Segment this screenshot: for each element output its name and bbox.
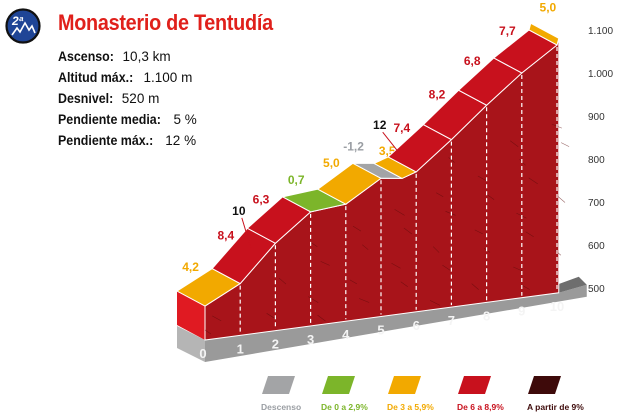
gradient-label: 5,0 [323,156,340,170]
category-badge: 2ª [5,8,41,49]
km-tick-label: 3 [307,332,314,347]
texture-mark [429,300,441,306]
elevation-tick-label: 500 [588,284,605,295]
legend-swatch [322,376,355,394]
km-tick-label: 9 [518,304,525,319]
elevation-tick-label: 1.000 [588,69,613,80]
texture-mark [320,261,330,266]
gradient-label: 7,7 [499,24,516,38]
texture-mark [349,279,358,285]
stat-ascenso: Ascenso: 10,3 km [58,49,171,64]
gradient-label: 8,2 [429,87,446,101]
profile-side-face [177,291,205,340]
texture-mark [432,246,440,253]
category-label: 2ª [11,14,24,28]
gradient-label: 6,8 [464,54,481,68]
km-tick-label: 2 [272,337,279,352]
texture-mark [560,142,570,147]
gradient-label: 5,0 [540,1,557,15]
legend-label: Descenso [261,402,301,412]
base-slab-side [177,326,205,362]
max-gradient-label: 12 [373,118,387,132]
texture-mark [362,244,369,250]
texture-mark [474,229,483,235]
page-title: Monasterio de Tentudía [58,10,273,35]
base-slab-front [205,284,587,362]
km-tick-label: 8 [483,308,490,323]
legend-label: De 0 a 2,9% [321,402,368,412]
km-tick-label: 0 [199,346,206,361]
legend-label: A partir de 9% [527,402,584,412]
texture-mark [403,227,413,235]
legend-swatch [262,376,295,394]
km-tick-label: 1 [237,341,244,356]
gradient-label: 8,4 [217,228,234,242]
elevation-tick-label: 700 [588,198,605,209]
mountain-category-icon: 2ª [5,8,41,44]
texture-mark [352,225,362,232]
texture-mark [212,315,222,322]
texture-mark [522,285,530,290]
texture-mark [317,314,326,322]
texture-mark [519,159,526,166]
max-gradient-leader [382,131,407,162]
stat-pendiente-media: Pendiente media: 5 % [58,112,197,127]
texture-mark [513,266,523,272]
legend-swatch [458,376,491,394]
gradient-label: 4,2 [182,260,199,274]
stat-desnivel: Desnivel: 520 m [58,91,160,106]
gradient-label: 0,7 [288,173,305,187]
legend-label: De 6 a 8,9% [457,402,504,412]
texture-mark [445,211,456,216]
elevation-tick-label: 1.100 [588,26,613,37]
base-slab-top [556,276,587,293]
legend-label: De 3 a 5,9% [387,402,434,412]
legend-swatch [388,376,421,394]
elevation-tick-label: 600 [588,241,605,252]
km-tick-label: 5 [377,323,384,338]
stat-pendiente-max: Pendiente máx.: 12 % [58,133,197,148]
texture-mark [448,157,455,163]
texture-mark [557,196,566,203]
km-tick-label: 4 [342,327,350,342]
texture-mark [308,296,319,303]
km-tick-label: 10 [550,299,564,314]
texture-mark [510,140,519,148]
texture-mark [204,329,212,335]
texture-mark [486,194,495,200]
texture-mark [391,262,401,269]
km-tick-label: 7 [448,313,455,328]
km-tick-label: 6 [413,318,420,333]
segment-top-face [528,22,560,46]
texture-mark [525,231,534,237]
texture-mark [528,177,538,185]
elevation-tick-label: 900 [588,112,605,123]
texture-mark [278,277,287,285]
texture-mark [359,298,370,303]
max-gradient-leader [241,217,252,248]
texture-mark [477,175,487,182]
gradient-label: 6,3 [253,193,270,207]
texture-mark [436,192,444,197]
climb-stats: Ascenso: 10,3 km Altitud máx.: 1.100 m D… [58,46,197,151]
legend-swatch [528,376,561,394]
texture-mark [400,281,408,288]
gradient-label: -1,2 [343,139,364,153]
stat-altitud: Altitud máx.: 1.100 m [58,70,193,85]
gradient-label: 7,4 [393,121,410,135]
texture-mark [311,242,318,248]
texture-mark [554,250,562,256]
max-gradient-label: 10 [232,204,246,218]
texture-mark [471,283,479,290]
elevation-tick-label: 800 [588,155,605,166]
texture-mark [394,209,405,216]
texture-mark [266,313,275,319]
texture-mark [442,264,452,272]
